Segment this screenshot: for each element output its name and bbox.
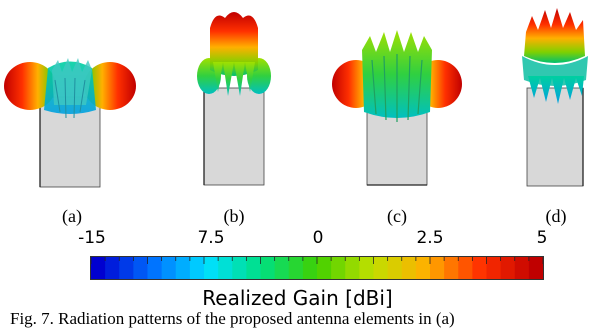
colorbar bbox=[90, 256, 544, 280]
panel-label-a: (a) bbox=[62, 206, 82, 226]
panel-label-d: (d) bbox=[545, 206, 567, 226]
colorbar-cell bbox=[119, 257, 134, 279]
colorbar-tick-label: 7.5 bbox=[197, 228, 225, 248]
colorbar-tick-label: 5 bbox=[536, 228, 548, 248]
colorbar-tick-label: 0 bbox=[312, 228, 324, 248]
colorbar-cell bbox=[232, 257, 247, 279]
colorbar-cell bbox=[147, 257, 163, 279]
ground-plane bbox=[203, 87, 265, 186]
colorbar-cell bbox=[105, 257, 120, 279]
colorbar-cell bbox=[415, 257, 431, 279]
colorbar-cell bbox=[345, 257, 360, 279]
colorbar-cell bbox=[430, 257, 445, 279]
colorbar-cell bbox=[204, 257, 219, 279]
colorbar-cell bbox=[260, 257, 276, 279]
colorbar-cell bbox=[528, 257, 543, 279]
colorbar-title: Realized Gain [dBi] bbox=[202, 286, 393, 310]
colorbar-cell bbox=[161, 257, 177, 279]
colorbar-tick-label: 2.5 bbox=[416, 228, 444, 248]
colorbar-cell bbox=[175, 257, 191, 279]
figure-caption: Fig. 7. Radiation patterns of the propos… bbox=[10, 309, 455, 328]
colorbar-cell bbox=[373, 257, 389, 279]
radiation-pattern-figure bbox=[4, 8, 588, 188]
colorbar-cell bbox=[317, 257, 332, 279]
panel-label-b: (b) bbox=[223, 206, 245, 226]
colorbar-cell bbox=[500, 257, 516, 279]
colorbar-cell bbox=[359, 257, 375, 279]
colorbar-cell bbox=[302, 257, 318, 279]
colorbar-cell bbox=[401, 257, 417, 279]
colorbar-cell bbox=[133, 257, 149, 279]
colorbar-cell bbox=[189, 257, 205, 279]
colorbar-cell bbox=[274, 257, 290, 279]
colorbar-cell bbox=[514, 257, 530, 279]
colorbar-cell bbox=[218, 257, 233, 279]
colorbar-cell bbox=[246, 257, 262, 279]
colorbar-cell bbox=[472, 257, 488, 279]
panel-b-pattern bbox=[197, 12, 271, 186]
colorbar-cell bbox=[444, 257, 459, 279]
colorbar-cell bbox=[331, 257, 346, 279]
ground-plane bbox=[526, 87, 584, 187]
panel-c-pattern bbox=[332, 30, 462, 186]
colorbar-cell bbox=[387, 257, 403, 279]
colorbar-cell bbox=[91, 257, 106, 279]
panel-a-pattern bbox=[4, 58, 136, 188]
panel-d-pattern bbox=[522, 8, 588, 187]
colorbar-cell bbox=[486, 257, 502, 279]
colorbar-tick-label: -15 bbox=[78, 228, 106, 248]
panel-label-c: (c) bbox=[387, 206, 407, 226]
colorbar-cell bbox=[288, 257, 304, 279]
colorbar-cell bbox=[458, 257, 473, 279]
